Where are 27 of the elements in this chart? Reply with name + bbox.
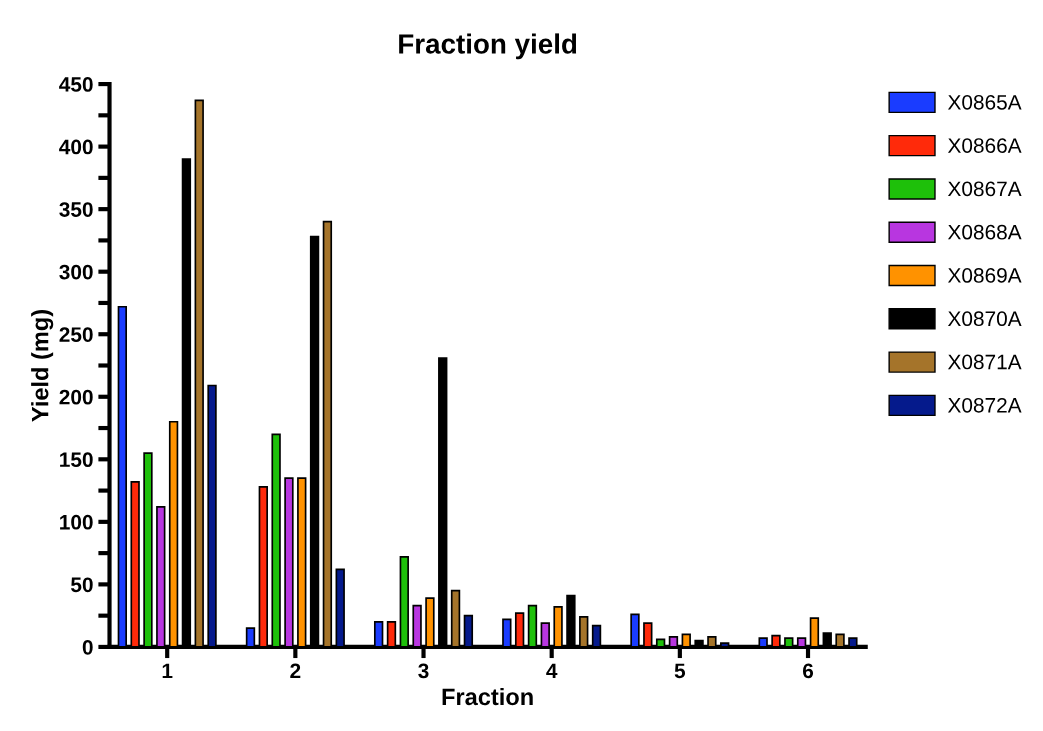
legend-label: X0866A [947, 138, 1022, 153]
y-tick-label: 100 [60, 514, 93, 530]
y-tick-label: 0 [82, 639, 93, 655]
chart-title: Fraction yield [399, 33, 577, 60]
x-tick-label: 2 [290, 663, 301, 678]
y-tick-label: 450 [59, 77, 93, 92]
y-tick-label: 350 [59, 202, 93, 217]
legend-label: X0872A [947, 397, 1022, 413]
legend-label: X0869A [947, 268, 1022, 283]
y-tick-label: 400 [59, 139, 93, 155]
y-tick-label: 200 [59, 389, 93, 405]
x-tick-label: 1 [162, 663, 173, 678]
x-tick-label: 6 [802, 663, 814, 679]
x-axis-title: Fraction [442, 687, 533, 706]
legend-label: X0870A [947, 311, 1022, 327]
legend-label: X0871A [947, 354, 1022, 370]
x-tick-label: 4 [546, 663, 558, 678]
x-tick-label: 3 [418, 663, 429, 679]
y-axis-title: Yield (mg) [31, 310, 54, 422]
y-tick-label: 150 [60, 452, 93, 468]
legend-label: X0867A [947, 181, 1022, 197]
legend-label: X0865A [947, 94, 1022, 110]
y-tick-label: 50 [71, 577, 93, 593]
y-tick-label: 300 [59, 264, 93, 280]
x-tick-label: 5 [674, 663, 686, 679]
y-tick-label: 250 [59, 327, 93, 342]
legend-label: X0868A [947, 224, 1022, 240]
